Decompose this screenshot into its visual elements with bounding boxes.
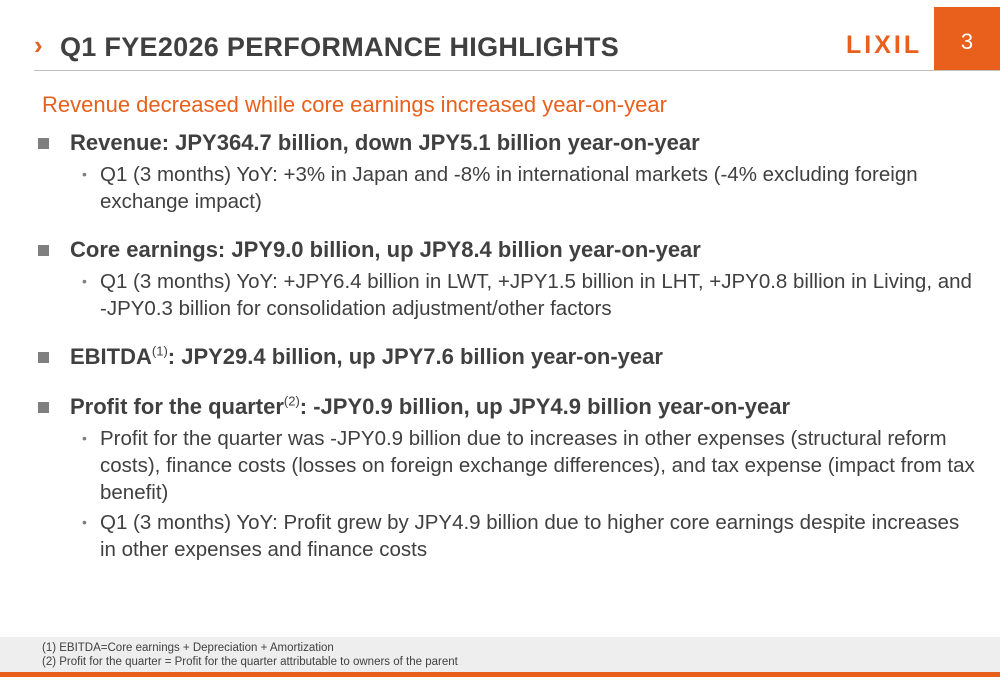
sub-bullet-profit-detail: • Profit for the quarter was -JPY0.9 bil… [38, 425, 978, 506]
bullet-text: Revenue: JPY364.7 billion, down JPY5.1 b… [70, 130, 700, 155]
dot-bullet-icon: • [82, 273, 87, 289]
sub-bullet-text: Profit for the quarter was -JPY0.9 billi… [100, 427, 975, 504]
chevron-right-icon: › [34, 30, 43, 60]
bullet-profit: Profit for the quarter(2): -JPY0.9 billi… [38, 392, 978, 422]
bullet-core-earnings: Core earnings: JPY9.0 billion, up JPY8.4… [38, 235, 978, 265]
bottom-accent-bar [0, 672, 1000, 677]
bullet-rest: : JPY29.4 billion, up JPY7.6 billion yea… [167, 344, 663, 369]
footnote-ref: (2) [283, 393, 300, 409]
bullet-revenue: Revenue: JPY364.7 billion, down JPY5.1 b… [38, 128, 978, 158]
sub-bullet-revenue-yoy: • Q1 (3 months) YoY: +3% in Japan and -8… [38, 161, 978, 215]
footnote-ref: (1) [151, 343, 168, 359]
bullet-rest: : -JPY0.9 billion, up JPY4.9 billion yea… [299, 394, 791, 419]
bullet-text: Core earnings: JPY9.0 billion, up JPY8.4… [70, 237, 701, 262]
sub-bullet-profit-yoy: • Q1 (3 months) YoY: Profit grew by JPY4… [38, 509, 978, 563]
slide-header: › Q1 FYE2026 PERFORMANCE HIGHLIGHTS LIXI… [0, 0, 1000, 72]
bullet-lead: Profit for the quarter [70, 394, 284, 419]
page-title: Q1 FYE2026 PERFORMANCE HIGHLIGHTS [60, 32, 619, 62]
bullet-list: Revenue: JPY364.7 billion, down JPY5.1 b… [38, 128, 978, 563]
square-bullet-icon [38, 245, 49, 256]
bullet-lead: EBITDA [70, 344, 152, 369]
footnote-1: (1) EBITDA=Core earnings + Depreciation … [42, 642, 334, 654]
lixil-logo: LIXIL [846, 31, 923, 59]
footnote-2: (2) Profit for the quarter = Profit for … [42, 656, 458, 668]
sub-bullet-text: Q1 (3 months) YoY: +3% in Japan and -8% … [100, 163, 918, 213]
dot-bullet-icon: • [82, 430, 87, 446]
dot-bullet-icon: • [82, 166, 87, 182]
bullet-ebitda: EBITDA(1): JPY29.4 billion, up JPY7.6 bi… [38, 342, 978, 372]
slide-subtitle: Revenue decreased while core earnings in… [42, 92, 667, 117]
dot-bullet-icon: • [82, 514, 87, 530]
page-number: 3 [934, 7, 1000, 70]
header-divider [34, 70, 1000, 71]
sub-bullet-text: Q1 (3 months) YoY: Profit grew by JPY4.9… [100, 511, 960, 561]
sub-bullet-text: Q1 (3 months) YoY: +JPY6.4 billion in LW… [100, 270, 972, 320]
square-bullet-icon [38, 352, 49, 363]
square-bullet-icon [38, 402, 49, 413]
sub-bullet-core-earnings-yoy: • Q1 (3 months) YoY: +JPY6.4 billion in … [38, 268, 978, 322]
square-bullet-icon [38, 138, 49, 149]
footnotes: (1) EBITDA=Core earnings + Depreciation … [0, 637, 1000, 672]
